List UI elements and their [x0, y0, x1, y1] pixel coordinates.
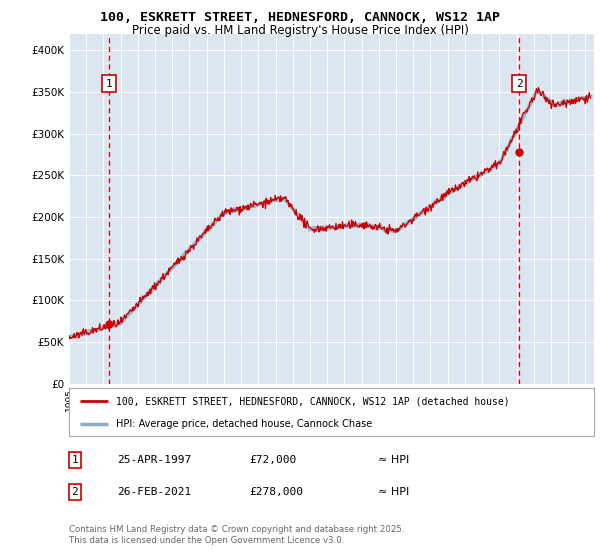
Text: 1: 1: [106, 78, 112, 88]
Text: 2: 2: [71, 487, 79, 497]
Text: £72,000: £72,000: [249, 455, 296, 465]
Text: 2: 2: [516, 78, 523, 88]
Text: 1: 1: [71, 455, 79, 465]
Text: ≈ HPI: ≈ HPI: [378, 455, 409, 465]
Text: 100, ESKRETT STREET, HEDNESFORD, CANNOCK, WS12 1AP: 100, ESKRETT STREET, HEDNESFORD, CANNOCK…: [100, 11, 500, 24]
Text: Contains HM Land Registry data © Crown copyright and database right 2025.
This d: Contains HM Land Registry data © Crown c…: [69, 525, 404, 545]
Text: £278,000: £278,000: [249, 487, 303, 497]
Text: ≈ HPI: ≈ HPI: [378, 487, 409, 497]
Text: Price paid vs. HM Land Registry's House Price Index (HPI): Price paid vs. HM Land Registry's House …: [131, 24, 469, 36]
Text: 26-FEB-2021: 26-FEB-2021: [117, 487, 191, 497]
Text: HPI: Average price, detached house, Cannock Chase: HPI: Average price, detached house, Cann…: [116, 419, 373, 430]
Text: 100, ESKRETT STREET, HEDNESFORD, CANNOCK, WS12 1AP (detached house): 100, ESKRETT STREET, HEDNESFORD, CANNOCK…: [116, 396, 510, 407]
Text: 25-APR-1997: 25-APR-1997: [117, 455, 191, 465]
